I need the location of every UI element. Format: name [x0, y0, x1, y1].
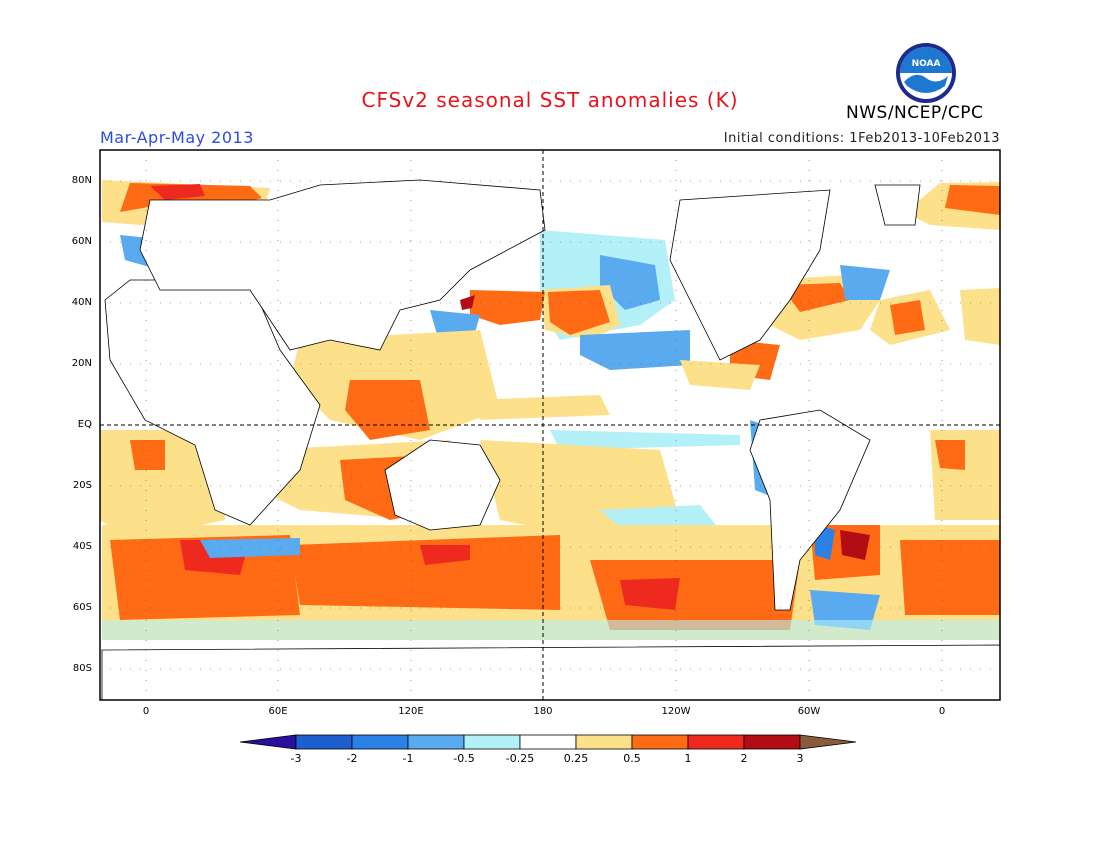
land-outlines — [101, 179, 1000, 700]
lat-label: 40S — [72, 541, 92, 552]
lon-label: 0 — [142, 706, 150, 717]
colorbar-segment — [799, 734, 857, 750]
colorbar-segment — [463, 734, 521, 750]
colorbar — [239, 734, 857, 750]
colorbar-label: 3 — [796, 752, 804, 765]
lat-label: 80S — [72, 663, 92, 674]
gridlines — [100, 150, 1000, 700]
lat-label: 80N — [71, 175, 92, 186]
lon-label: 60W — [797, 706, 821, 717]
colorbar-label: 0.25 — [563, 752, 589, 765]
lon-label: 60E — [268, 706, 288, 717]
colorbar-segment — [295, 734, 353, 750]
colorbar-segment — [407, 734, 465, 750]
initial-conditions: Initial conditions: 1Feb2013-10Feb2013 — [723, 131, 1000, 146]
colorbar-label: -0.5 — [453, 752, 475, 765]
lat-label: 60N — [71, 236, 92, 247]
lat-label: 40N — [71, 297, 92, 308]
colorbar-label: -1 — [402, 752, 414, 765]
noaa-logo-icon: NOAA — [896, 43, 956, 103]
colorbar-segment — [239, 734, 297, 750]
lat-label: 60S — [72, 602, 92, 613]
lat-label: 20S — [72, 480, 92, 491]
colorbar-segment — [687, 734, 745, 750]
colorbar-segment — [519, 734, 577, 750]
forecast-period: Mar-Apr-May 2013 — [100, 128, 254, 147]
logo-text: NOAA — [912, 59, 941, 69]
colorbar-segment — [631, 734, 689, 750]
organization-label: NWS/NCEP/CPC — [846, 103, 984, 123]
colorbar-label: -2 — [346, 752, 358, 765]
colorbar-segment — [351, 734, 409, 750]
colorbar-label: 1 — [684, 752, 692, 765]
lat-label: EQ — [77, 419, 92, 430]
colorbar-segment — [575, 734, 633, 750]
colorbar-label: -3 — [290, 752, 302, 765]
lon-label: 120E — [398, 706, 424, 717]
colorbar-segment — [743, 734, 801, 750]
colorbar-label: 2 — [740, 752, 748, 765]
map-title: CFSv2 seasonal SST anomalies (K) — [361, 88, 739, 112]
lon-label: 120W — [661, 706, 691, 717]
lon-label: 0 — [938, 706, 946, 717]
lon-label: 180 — [533, 706, 553, 717]
lat-label: 20N — [71, 358, 92, 369]
colorbar-label: 0.5 — [623, 752, 641, 765]
colorbar-label: -0.25 — [505, 752, 535, 765]
